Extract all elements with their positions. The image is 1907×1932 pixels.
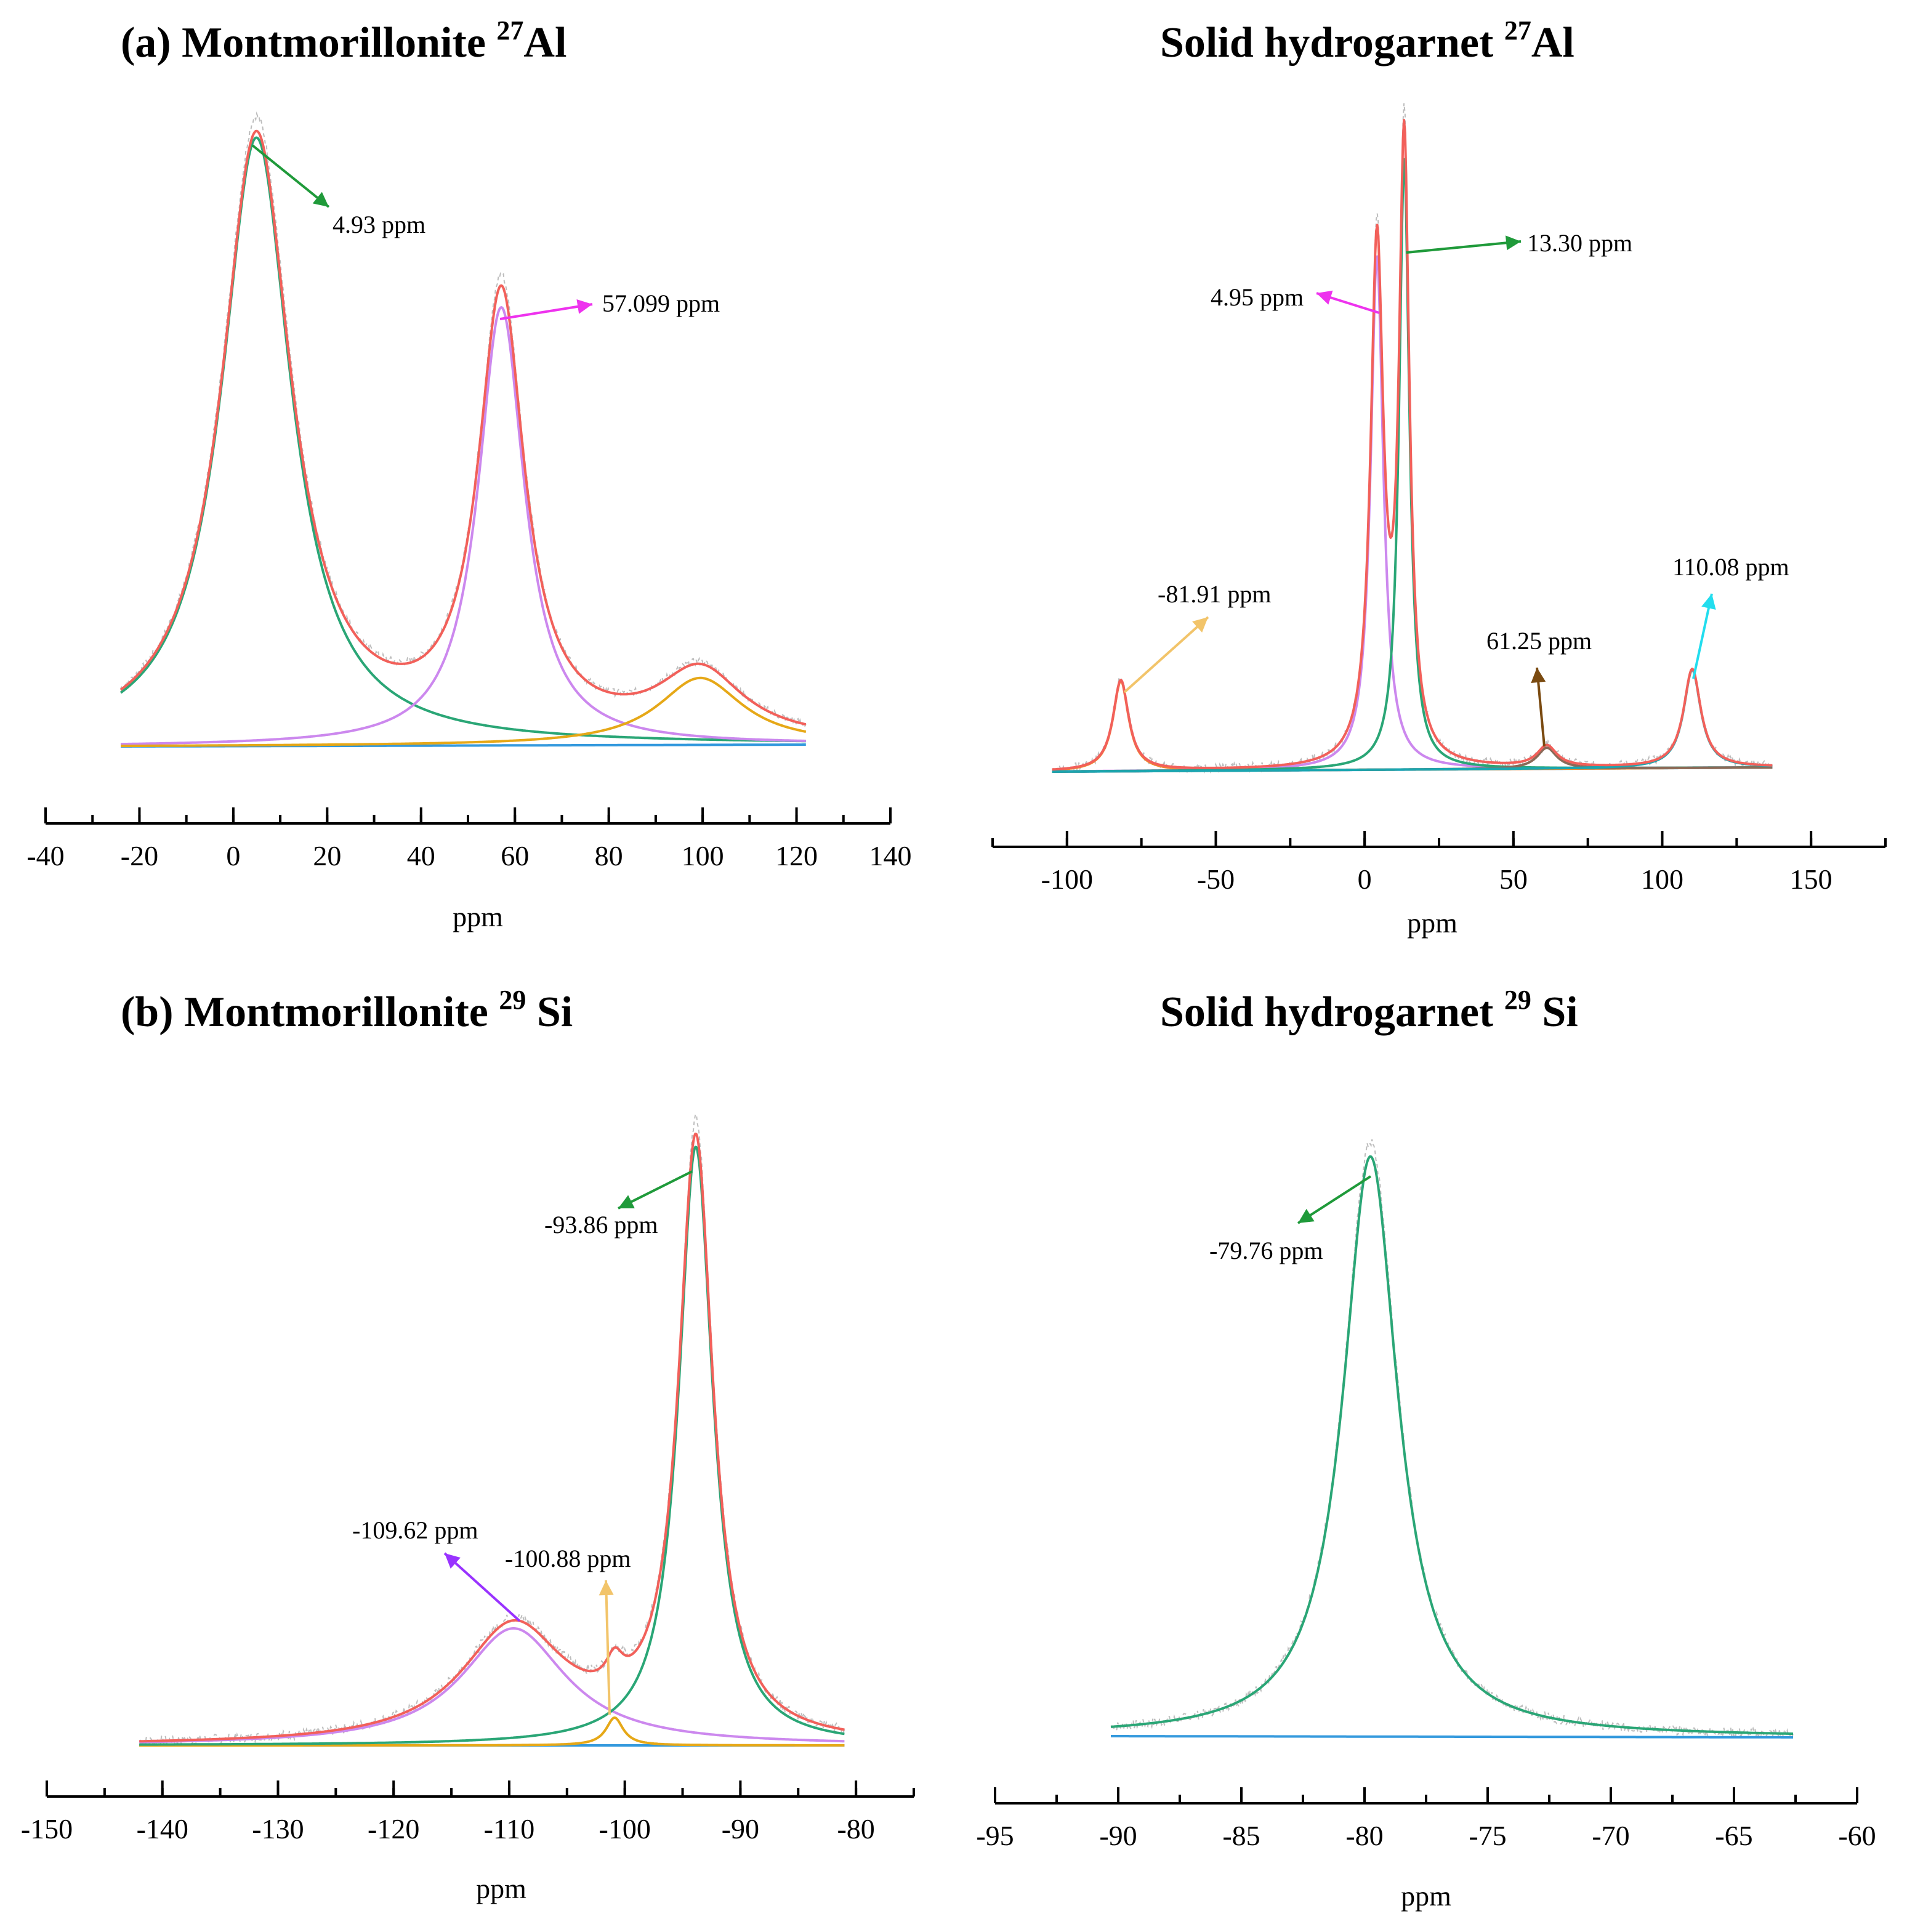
annotation-label: 61.25 ppm	[1486, 627, 1592, 655]
x-tick-label: -40	[26, 840, 64, 871]
fit-component-peak-57.099	[120, 306, 807, 746]
panel-hydrogarnet-si29: -95 -90 -85 -80 -75 -70 -65 -60 -79.76 ppm	[976, 1139, 1876, 1851]
annotation-label: -93.86 ppm	[544, 1211, 658, 1239]
panel-title-hydrogarnet-si29: Solid hydrogarnet 29 Si	[1160, 985, 1578, 1036]
cumulative-fit-curve	[1052, 119, 1773, 771]
x-tick-label: -80	[837, 1813, 874, 1845]
annotation-arrow-head	[312, 192, 329, 207]
annotation-label: -100.88 ppm	[505, 1545, 631, 1572]
x-tick-label: -65	[1715, 1820, 1752, 1851]
annotation-arrow-head	[576, 299, 592, 314]
annotation-arrow-head	[618, 1195, 635, 1208]
annotation-arrow-shaft	[499, 303, 593, 320]
panel-title-hydrogarnet-al27: Solid hydrogarnet 27Al	[1160, 15, 1574, 67]
annotation--93.86-ppm: -93.86 ppm	[544, 1170, 693, 1239]
fit-component-peak--100.88	[139, 1716, 845, 1747]
x-tick-label: -120	[368, 1813, 419, 1845]
x-tick-label: 100	[682, 840, 724, 871]
x-tick-label: -100	[599, 1813, 651, 1845]
x-tick-label: -75	[1469, 1820, 1506, 1851]
annotation-label: 110.08 ppm	[1672, 553, 1789, 581]
panel-hydrogarnet-al27: -100 -50 0 50 100 150 -81.91 ppm 4.95 ppm 13.30 …	[991, 103, 1887, 895]
x-tick-label: -130	[252, 1813, 304, 1845]
x-tick-label: 0	[226, 840, 240, 871]
annotation-arrow-head	[1298, 1208, 1315, 1223]
annotation-4.95-ppm: 4.95 ppm	[1211, 283, 1380, 314]
x-axis-title-p1: ppm	[453, 901, 503, 932]
raw-spectrum-trace	[1052, 103, 1773, 774]
fit-component-peak--109.62	[139, 1627, 845, 1744]
annotation-61.25-ppm: 61.25 ppm	[1486, 627, 1592, 747]
annotation-label: -79.76 ppm	[1209, 1237, 1323, 1264]
x-tick-label: 120	[775, 840, 818, 871]
annotation-arrow-head	[599, 1580, 614, 1596]
annotation-arrow-shaft	[605, 1580, 611, 1715]
annotation-arrow-shaft	[1406, 240, 1522, 254]
panel-montmorillonite-al27: -40 -20 0 20 40 60 80 100 120 140 4.93 ppm 57.099 p…	[26, 111, 912, 871]
cumulative-fit-curve	[139, 1133, 845, 1743]
x-tick-label: -50	[1197, 863, 1235, 895]
raw-spectrum-trace	[1110, 1139, 1794, 1739]
x-tick-label: 60	[501, 840, 529, 871]
x-tick-label: -60	[1838, 1820, 1876, 1851]
panel-montmorillonite-si29: -150 -140 -130 -120 -110 -100 -90 -80 -109.62 pp…	[21, 1113, 915, 1845]
annotation-arrow-head	[445, 1553, 461, 1569]
x-tick-label: 150	[1790, 863, 1832, 895]
annotation-label: -81.91 ppm	[1158, 580, 1271, 608]
annotation-label: -109.62 ppm	[352, 1516, 478, 1544]
x-tick-label: 140	[869, 840, 912, 871]
annotation-arrow-head	[1701, 594, 1716, 610]
annotation-57.099-ppm: 57.099 ppm	[499, 289, 720, 320]
annotation-label: 4.95 ppm	[1211, 283, 1304, 311]
x-tick-label: 20	[313, 840, 341, 871]
annotation--81.91-ppm: -81.91 ppm	[1123, 580, 1271, 693]
x-tick-label: -150	[21, 1813, 73, 1845]
cumulative-fit-curve	[119, 129, 807, 726]
x-tick-label: -110	[484, 1813, 535, 1845]
annotation--79.76-ppm: -79.76 ppm	[1209, 1175, 1372, 1264]
x-tick-label: 80	[595, 840, 623, 871]
annotation-arrow-head	[1531, 668, 1546, 684]
x-axis-title-p3: ppm	[476, 1873, 526, 1904]
annotation--100.88-ppm: -100.88 ppm	[505, 1545, 631, 1715]
annotation-110.08-ppm: 110.08 ppm	[1672, 553, 1789, 679]
x-axis-title-p4: ppm	[1401, 1880, 1451, 1912]
x-tick-label: -90	[722, 1813, 759, 1845]
annotation-label: 57.099 ppm	[602, 289, 720, 317]
x-tick-label: 50	[1499, 863, 1528, 895]
fit-component-peak--79.76	[1110, 1155, 1794, 1736]
panel-title-b-si29: (b) Montmorillonite 29 Si	[121, 985, 573, 1036]
panel-title-a-al27: (a) Montmorillonite 27Al	[121, 15, 566, 67]
x-tick-label: -90	[1099, 1820, 1137, 1851]
annotation-arrow-shaft	[1123, 616, 1209, 693]
x-axis-title-p2: ppm	[1407, 907, 1457, 939]
annotation-4.93-ppm: 4.93 ppm	[251, 144, 425, 238]
x-tick-label: -70	[1592, 1820, 1629, 1851]
x-tick-label: -95	[976, 1820, 1014, 1851]
annotation-13.30-ppm: 13.30 ppm	[1406, 229, 1632, 257]
annotation-arrow-head	[1192, 617, 1208, 633]
x-tick-label: -140	[137, 1813, 188, 1845]
annotation-arrow-head	[1505, 235, 1521, 251]
annotation--109.62-ppm: -109.62 ppm	[352, 1516, 521, 1622]
annotation-arrow-head	[1316, 290, 1333, 305]
x-tick-label: 100	[1641, 863, 1683, 895]
baseline-line	[1110, 1735, 1794, 1739]
x-tick-label: 40	[407, 840, 435, 871]
x-tick-label: -100	[1041, 863, 1093, 895]
x-tick-label: 0	[1358, 863, 1372, 895]
x-tick-label: -20	[121, 840, 158, 871]
fit-component-peak-99	[120, 676, 807, 748]
x-tick-label: -85	[1222, 1820, 1260, 1851]
x-tick-label: -80	[1345, 1820, 1383, 1851]
annotation-arrow-shaft	[443, 1552, 521, 1622]
annotation-arrow-shaft	[251, 144, 330, 208]
annotation-label: 4.93 ppm	[333, 211, 425, 238]
annotation-label: 13.30 ppm	[1527, 229, 1632, 257]
